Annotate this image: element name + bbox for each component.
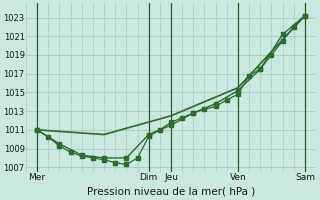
- X-axis label: Pression niveau de la mer( hPa ): Pression niveau de la mer( hPa ): [87, 187, 255, 197]
